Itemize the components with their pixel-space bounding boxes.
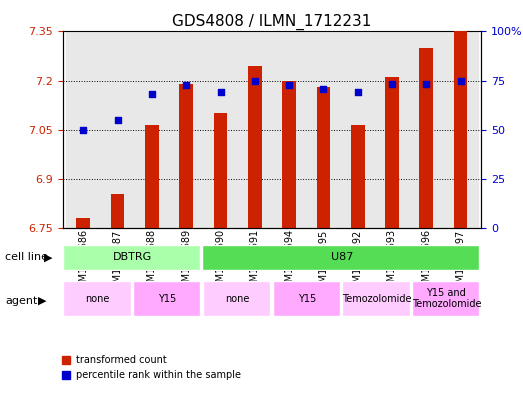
Bar: [66, 31, 100, 228]
Point: [388, 81, 396, 87]
Text: U87: U87: [331, 252, 353, 263]
Point: [422, 81, 430, 87]
Text: none: none: [225, 294, 249, 304]
Bar: [419, 48, 433, 228]
FancyBboxPatch shape: [272, 281, 340, 316]
Bar: [76, 218, 90, 228]
FancyBboxPatch shape: [133, 281, 200, 316]
Legend: transformed count, percentile rank within the sample: transformed count, percentile rank withi…: [57, 352, 245, 384]
Bar: [316, 87, 330, 228]
Point: [217, 89, 225, 95]
Point: [147, 90, 156, 97]
Bar: [111, 193, 124, 228]
Bar: [444, 31, 477, 228]
FancyBboxPatch shape: [412, 281, 480, 316]
Bar: [214, 113, 228, 228]
Bar: [203, 31, 237, 228]
Point: [182, 83, 190, 89]
Bar: [179, 84, 193, 228]
Bar: [248, 66, 262, 228]
Bar: [282, 81, 296, 228]
Bar: [282, 81, 296, 228]
Point: [251, 78, 259, 84]
FancyBboxPatch shape: [343, 281, 410, 316]
Bar: [454, 31, 468, 228]
Text: Y15: Y15: [158, 294, 176, 304]
Bar: [351, 125, 365, 228]
Bar: [111, 193, 124, 228]
Bar: [214, 113, 228, 228]
Text: agent: agent: [5, 296, 38, 306]
Text: cell line: cell line: [5, 252, 48, 263]
Bar: [316, 87, 330, 228]
FancyBboxPatch shape: [203, 281, 270, 316]
Bar: [385, 77, 399, 228]
Text: Y15: Y15: [298, 294, 316, 304]
Bar: [306, 31, 340, 228]
Bar: [169, 31, 203, 228]
Text: ▶: ▶: [38, 296, 46, 306]
FancyBboxPatch shape: [63, 245, 200, 270]
Point: [113, 117, 122, 123]
Bar: [135, 31, 169, 228]
Text: DBTRG: DBTRG: [113, 252, 152, 263]
Bar: [385, 77, 399, 228]
Bar: [145, 125, 159, 228]
Text: ▶: ▶: [44, 252, 53, 263]
Bar: [409, 31, 444, 228]
Text: none: none: [85, 294, 110, 304]
Text: Y15 and
Temozolomide: Y15 and Temozolomide: [412, 288, 481, 309]
Bar: [272, 31, 306, 228]
Point: [457, 77, 465, 84]
Bar: [454, 31, 468, 228]
Bar: [145, 125, 159, 228]
Bar: [237, 31, 272, 228]
Point: [319, 86, 327, 92]
FancyBboxPatch shape: [63, 281, 131, 316]
Bar: [340, 31, 375, 228]
Bar: [76, 218, 90, 228]
Bar: [351, 125, 365, 228]
Text: Temozolomide: Temozolomide: [342, 294, 411, 304]
Bar: [248, 66, 262, 228]
FancyBboxPatch shape: [202, 245, 480, 270]
Point: [79, 127, 87, 133]
Point: [354, 89, 362, 95]
Title: GDS4808 / ILMN_1712231: GDS4808 / ILMN_1712231: [172, 14, 372, 30]
Point: [285, 83, 293, 89]
Bar: [100, 31, 135, 228]
Bar: [179, 84, 193, 228]
Bar: [375, 31, 409, 228]
Bar: [419, 48, 433, 228]
